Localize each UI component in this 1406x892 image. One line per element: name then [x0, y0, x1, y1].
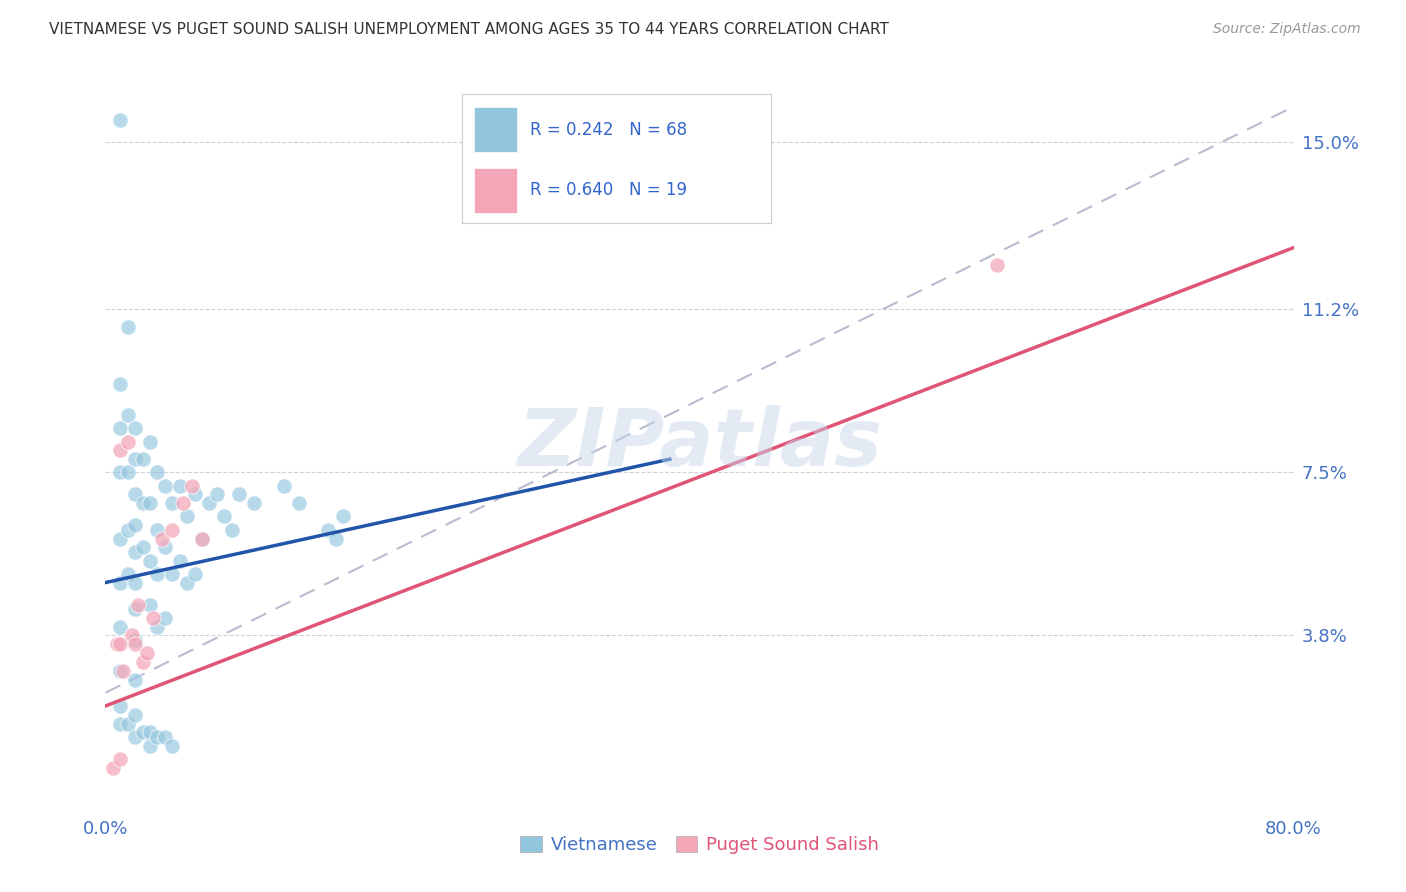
- Vietnamese: [110, 421, 132, 435]
- Vietnamese: [110, 716, 132, 731]
- Vietnamese: [325, 532, 347, 546]
- Vietnamese: [117, 716, 139, 731]
- Vietnamese: [191, 532, 214, 546]
- Vietnamese: [131, 541, 153, 555]
- Vietnamese: [124, 518, 146, 533]
- Puget Sound Salish: [124, 637, 146, 651]
- Puget Sound Salish: [112, 664, 135, 678]
- Puget Sound Salish: [110, 443, 132, 458]
- Vietnamese: [176, 575, 198, 590]
- Vietnamese: [273, 478, 295, 492]
- Puget Sound Salish: [172, 496, 194, 510]
- Puget Sound Salish: [101, 761, 124, 775]
- Vietnamese: [110, 698, 132, 713]
- Vietnamese: [110, 620, 132, 634]
- Vietnamese: [287, 496, 309, 510]
- Vietnamese: [316, 523, 339, 537]
- Vietnamese: [169, 553, 191, 567]
- Vietnamese: [139, 553, 162, 567]
- Vietnamese: [153, 730, 176, 744]
- Vietnamese: [183, 566, 205, 581]
- Vietnamese: [110, 466, 132, 480]
- Vietnamese: [117, 466, 139, 480]
- Vietnamese: [169, 478, 191, 492]
- Vietnamese: [205, 487, 228, 501]
- Vietnamese: [146, 566, 169, 581]
- Puget Sound Salish: [180, 478, 202, 492]
- Vietnamese: [124, 632, 146, 647]
- Vietnamese: [110, 664, 132, 678]
- Vietnamese: [162, 739, 184, 753]
- Puget Sound Salish: [121, 628, 143, 642]
- Vietnamese: [124, 421, 146, 435]
- Puget Sound Salish: [127, 598, 149, 612]
- Vietnamese: [146, 523, 169, 537]
- Puget Sound Salish: [986, 258, 1008, 272]
- Vietnamese: [146, 730, 169, 744]
- Puget Sound Salish: [110, 637, 132, 651]
- Vietnamese: [110, 112, 132, 127]
- Vietnamese: [110, 377, 132, 392]
- Vietnamese: [117, 408, 139, 422]
- Vietnamese: [139, 725, 162, 739]
- Vietnamese: [221, 523, 243, 537]
- Vietnamese: [139, 739, 162, 753]
- Vietnamese: [124, 545, 146, 559]
- Vietnamese: [131, 725, 153, 739]
- Puget Sound Salish: [105, 637, 128, 651]
- Vietnamese: [153, 611, 176, 625]
- Vietnamese: [146, 620, 169, 634]
- Vietnamese: [146, 466, 169, 480]
- Puget Sound Salish: [131, 655, 153, 669]
- Vietnamese: [228, 487, 250, 501]
- Legend: Vietnamese, Puget Sound Salish: Vietnamese, Puget Sound Salish: [513, 829, 886, 862]
- Vietnamese: [131, 496, 153, 510]
- Vietnamese: [139, 496, 162, 510]
- Vietnamese: [117, 523, 139, 537]
- Vietnamese: [243, 496, 266, 510]
- Text: Source: ZipAtlas.com: Source: ZipAtlas.com: [1213, 22, 1361, 37]
- Puget Sound Salish: [142, 611, 165, 625]
- Vietnamese: [131, 452, 153, 467]
- Vietnamese: [124, 730, 146, 744]
- Vietnamese: [124, 673, 146, 687]
- Vietnamese: [110, 575, 132, 590]
- Vietnamese: [139, 434, 162, 449]
- Puget Sound Salish: [110, 752, 132, 766]
- Vietnamese: [117, 320, 139, 334]
- Vietnamese: [139, 598, 162, 612]
- Vietnamese: [176, 509, 198, 524]
- Vietnamese: [198, 496, 221, 510]
- Vietnamese: [153, 541, 176, 555]
- Vietnamese: [124, 602, 146, 616]
- Vietnamese: [153, 478, 176, 492]
- Puget Sound Salish: [150, 532, 173, 546]
- Puget Sound Salish: [162, 523, 184, 537]
- Puget Sound Salish: [117, 434, 139, 449]
- Vietnamese: [117, 566, 139, 581]
- Vietnamese: [162, 566, 184, 581]
- Text: VIETNAMESE VS PUGET SOUND SALISH UNEMPLOYMENT AMONG AGES 35 TO 44 YEARS CORRELAT: VIETNAMESE VS PUGET SOUND SALISH UNEMPLO…: [49, 22, 889, 37]
- Vietnamese: [124, 707, 146, 722]
- Vietnamese: [110, 532, 132, 546]
- Vietnamese: [124, 487, 146, 501]
- Vietnamese: [124, 575, 146, 590]
- Vietnamese: [124, 452, 146, 467]
- Text: ZIPatlas: ZIPatlas: [517, 405, 882, 483]
- Vietnamese: [183, 487, 205, 501]
- Vietnamese: [214, 509, 236, 524]
- Vietnamese: [332, 509, 354, 524]
- Puget Sound Salish: [136, 646, 159, 660]
- Vietnamese: [162, 496, 184, 510]
- Puget Sound Salish: [191, 532, 214, 546]
